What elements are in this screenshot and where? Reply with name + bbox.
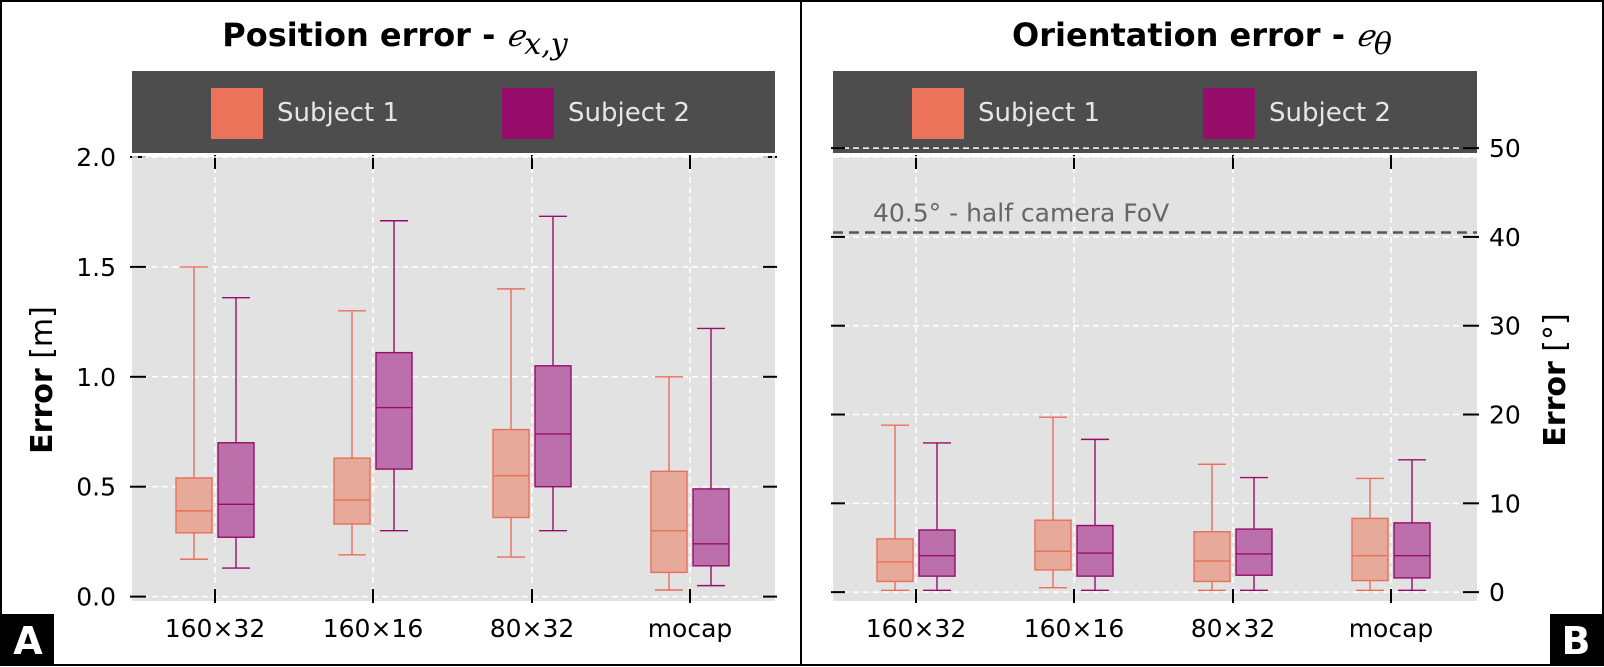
y-tick-label: 0 <box>1489 578 1505 607</box>
panel-a-letter-text: A <box>13 619 43 663</box>
legend-swatch-subject-1 <box>211 88 263 139</box>
x-tick-label: mocap <box>1349 614 1434 643</box>
panel-a-plot: 0.0 0.5 1.0 1.5 2.0 160×32 160×16 80×32 mocap <box>76 143 777 643</box>
panel-b-title-subscript: θ <box>1374 27 1392 62</box>
box-iqr <box>175 477 213 534</box>
legend-swatch-subject-2 <box>1203 88 1255 139</box>
box-iqr <box>534 365 572 488</box>
box-iqr <box>1393 522 1431 579</box>
panel-b-title-text: Orientation error - <box>1012 16 1356 54</box>
legend-swatch-subject-1 <box>912 88 964 139</box>
x-tick-label: mocap <box>648 614 733 643</box>
box-iqr <box>1235 528 1273 576</box>
legend-label-subject-2: Subject 2 <box>568 98 690 128</box>
x-tick-label: 80×32 <box>490 614 575 643</box>
box-iqr <box>217 442 255 538</box>
y-tick-label: 40 <box>1489 223 1521 252</box>
box-subject-1 <box>650 376 688 591</box>
panel-b-title-symbol: ℯ <box>1356 19 1377 54</box>
panel-b-title: Orientation error - ℯθ <box>1012 16 1392 62</box>
panel-a-letter: A <box>2 614 54 665</box>
x-tick-label: 80×32 <box>1191 614 1276 643</box>
box-subject-1 <box>1351 477 1389 592</box>
box-subject-1 <box>333 310 371 556</box>
y-tick-label: 10 <box>1489 489 1521 518</box>
panel-a-title-symbol: ℯ <box>507 19 528 54</box>
box-subject-2 <box>1076 438 1114 592</box>
panel-a-legend: Subject 1 Subject 2 <box>132 71 775 153</box>
x-tick-label: 160×32 <box>165 614 265 643</box>
box-iqr <box>492 428 530 519</box>
box-iqr <box>918 529 956 577</box>
box-iqr <box>1034 519 1072 571</box>
panel-b-legend: Subject 1 Subject 2 <box>833 71 1477 153</box>
legend-label-subject-1: Subject 1 <box>277 98 399 128</box>
reference-line-label: 40.5° - half camera FoV <box>873 198 1169 227</box>
box-subject-1 <box>175 266 213 560</box>
panel-a-title-text: Position error - <box>222 16 506 54</box>
y-tick-label: 20 <box>1489 401 1521 430</box>
box-subject-1 <box>1193 463 1231 592</box>
legend-label-subject-1: Subject 1 <box>978 98 1100 128</box>
box-iqr <box>650 470 688 574</box>
panel-a-y-axis-label: Error [m] <box>25 306 60 454</box>
box-subject-2 <box>375 220 413 532</box>
y-tick-label: 1.5 <box>76 253 116 282</box>
box-subject-2 <box>534 215 572 532</box>
panel-b-letter-bg <box>1550 614 1602 665</box>
box-subject-2 <box>692 327 730 587</box>
y-tick-label: 0.5 <box>76 473 116 502</box>
box-subject-2 <box>918 442 956 592</box>
panel-b-y-axis-label: Error [°] <box>1538 313 1573 446</box>
box-iqr <box>692 488 730 567</box>
box-iqr <box>1193 531 1231 583</box>
x-tick-label: 160×32 <box>866 614 966 643</box>
legend-label-subject-2: Subject 2 <box>1269 98 1391 128</box>
panel-a-letter-bg <box>2 614 54 665</box>
panel-b-letter: B <box>1550 614 1602 665</box>
box-iqr <box>1076 524 1114 577</box>
panel-b-plot: 0 10 20 30 40 50 160×32 160×16 80×32 mocap 40.5° -… <box>831 134 1521 643</box>
box-iqr <box>375 351 413 470</box>
legend-swatch-subject-2 <box>502 88 554 139</box>
box-iqr <box>876 538 914 583</box>
box-subject-2 <box>1393 459 1431 592</box>
panel-a-title: Position error - ℯx,y <box>222 16 568 62</box>
box-subject-1 <box>876 424 914 592</box>
box-subject-2 <box>217 296 255 569</box>
box-iqr <box>333 457 371 525</box>
box-iqr <box>1351 517 1389 582</box>
box-subject-1 <box>492 288 530 558</box>
y-tick-label: 1.0 <box>76 363 116 392</box>
y-tick-label: 50 <box>1489 134 1521 163</box>
y-tick-label: 30 <box>1489 312 1521 341</box>
y-tick-label: 2.0 <box>76 143 116 172</box>
x-tick-label: 160×16 <box>1024 614 1124 643</box>
y-tick-label: 0.0 <box>76 583 116 612</box>
panel-b-letter-text: B <box>1562 619 1591 663</box>
panel-a-title-subscript: x,y <box>524 27 568 62</box>
box-subject-1 <box>1034 416 1072 589</box>
box-subject-2 <box>1235 476 1273 592</box>
x-tick-label: 160×16 <box>323 614 423 643</box>
